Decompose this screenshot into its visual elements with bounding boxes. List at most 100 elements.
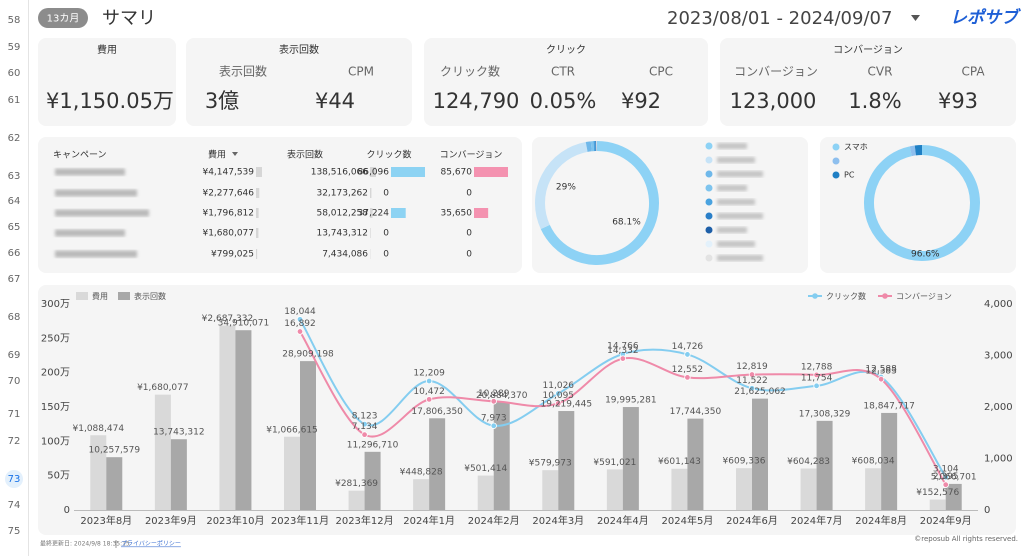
bar [90, 435, 107, 510]
line-point [425, 377, 433, 385]
bar [622, 407, 639, 510]
kpi-label: CTR [551, 65, 575, 79]
bar [606, 469, 623, 510]
bar [429, 418, 446, 510]
line-point [555, 390, 562, 397]
legend-dot[interactable] [705, 240, 713, 248]
sort-indicator[interactable] [232, 152, 238, 156]
row-number: 68 [8, 312, 21, 323]
legend-dot[interactable] [705, 226, 713, 234]
table-bar [370, 208, 373, 218]
legend-dot[interactable] [882, 293, 888, 299]
legend-dot[interactable] [832, 171, 840, 179]
data-label: 5,066,701 [931, 472, 977, 482]
line-point [877, 375, 885, 383]
data-label: ¥591,021 [593, 458, 636, 468]
x-tick-label: 2024年1月 [403, 514, 455, 527]
legend-label[interactable]: 費用 [92, 291, 108, 301]
kpi-card [720, 38, 1016, 126]
table-bar [256, 208, 259, 218]
line-point [555, 400, 562, 407]
x-tick-label: 2023年12月 [335, 514, 393, 527]
table-header[interactable]: 表示回数 [287, 149, 323, 161]
legend-label[interactable]: スマホ [844, 143, 868, 152]
table-bar [474, 167, 508, 177]
data-label: 12,209 [413, 369, 445, 379]
line-point [425, 396, 433, 403]
data-label: ¥1,066,615 [266, 425, 318, 435]
table-cell: 138,516,066 [311, 168, 369, 178]
y2-tick-label: 3,000 [984, 351, 1013, 362]
slice-label: 68.1% [612, 217, 641, 227]
donut-slice [585, 141, 592, 152]
data-label: 19,995,281 [605, 396, 657, 406]
x-tick-label: 2023年8月 [80, 514, 132, 527]
privacy-link[interactable]: プライバシーポリシー [121, 540, 181, 548]
bar [881, 412, 898, 510]
legend-dot[interactable] [705, 142, 713, 150]
legend-dot[interactable] [705, 184, 713, 192]
legend-label[interactable]: コンバージョン [896, 292, 952, 301]
row-number: 58 [8, 15, 21, 26]
kpi-value: ¥1,150.05万 [46, 89, 174, 113]
data-label: 12,552 [672, 365, 704, 375]
bar [348, 490, 365, 510]
legend-label[interactable]: 表示回数 [134, 291, 166, 301]
y-tick-label: 200万 [41, 368, 70, 379]
bar [170, 439, 187, 510]
legend-dot[interactable] [812, 293, 818, 299]
line-point [296, 328, 304, 335]
table-cell: 35,650 [441, 209, 473, 219]
table-cell: ¥1,680,077 [202, 229, 254, 239]
data-label: ¥448,828 [400, 468, 443, 478]
line-point [361, 431, 368, 438]
data-label: ¥608,034 [852, 457, 895, 467]
bar [219, 325, 236, 510]
legend-dot[interactable] [705, 198, 713, 206]
bar [284, 436, 300, 510]
data-label: 7,134 [352, 422, 378, 432]
donut-slice [909, 145, 917, 157]
data-label: 8,123 [352, 412, 378, 422]
data-label: 34,910,071 [218, 319, 270, 329]
legend-dot[interactable] [832, 157, 840, 165]
date-range[interactable]: 2023/08/01 - 2024/09/07 [667, 8, 892, 29]
data-label: ¥579,973 [529, 459, 572, 469]
line-point [748, 385, 756, 392]
data-label: ¥609,336 [723, 457, 766, 467]
data-label: 12,788 [801, 362, 833, 372]
date-dropdown[interactable] [911, 15, 920, 21]
legend-label[interactable]: PC [844, 171, 855, 180]
data-label: 28,909,198 [282, 350, 334, 360]
row-number: 64 [8, 196, 21, 207]
legend-label[interactable]: クリック数 [826, 291, 866, 301]
legend-dot[interactable] [705, 212, 713, 220]
table-header[interactable]: コンバージョン [440, 150, 503, 161]
legend-swatch[interactable] [76, 292, 88, 300]
table-header[interactable]: 費用 [208, 149, 226, 161]
legend-dot[interactable] [705, 254, 713, 262]
legend-dot[interactable] [832, 143, 840, 151]
legend-dot[interactable] [705, 156, 713, 164]
table-header[interactable]: キャンペーン [53, 151, 107, 161]
table-cell: 37,224 [358, 209, 390, 219]
slice-label: 96.6% [911, 249, 940, 259]
legend-swatch[interactable] [118, 292, 130, 300]
updated: 最終更新日: 2024/9/8 18:35:15 [40, 540, 130, 548]
data-label: 17,744,350 [670, 407, 722, 417]
data-label: ¥1,680,077 [137, 383, 189, 393]
data-label: ¥601,143 [658, 457, 701, 467]
legend-dot[interactable] [705, 170, 713, 178]
badge: 13カ月 [47, 13, 80, 25]
bar [154, 394, 171, 510]
legend-label-blurred [717, 157, 755, 163]
row-number: 60 [8, 68, 21, 79]
line-point [619, 355, 627, 362]
row-number: 63 [8, 171, 21, 182]
legend-label-blurred [717, 199, 755, 205]
bar [736, 468, 752, 510]
legend-label-blurred [717, 143, 747, 149]
bar [800, 468, 817, 510]
row-number: 62 [8, 133, 21, 144]
table-header[interactable]: クリック数 [366, 149, 411, 161]
